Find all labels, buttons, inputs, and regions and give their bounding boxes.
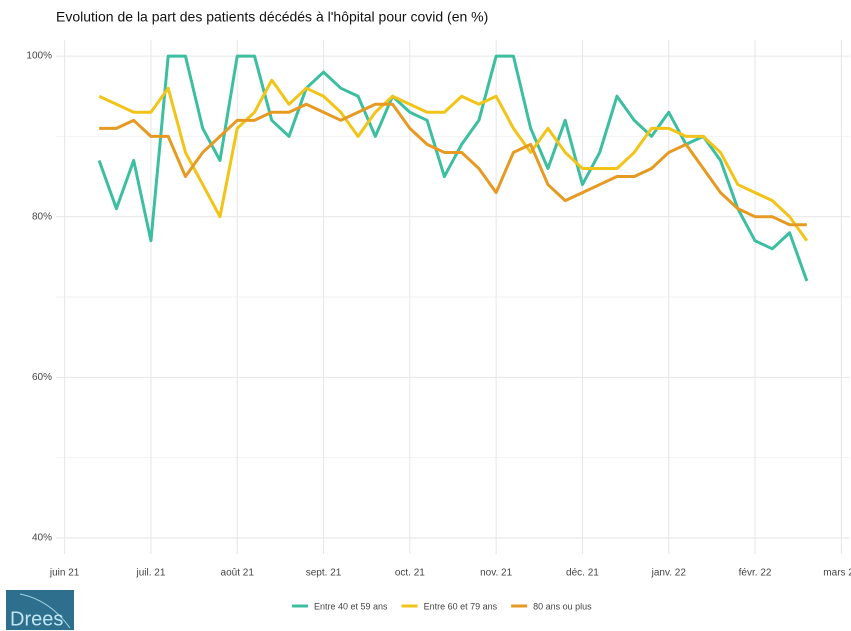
x-tick-label: sept. 21 [306, 568, 342, 579]
logo-box [6, 590, 74, 630]
x-tick-label: juil. 21 [135, 568, 165, 579]
x-tick-label: déc. 21 [566, 568, 599, 579]
line [99, 102, 807, 227]
logo-swoosh [19, 593, 71, 629]
x-tick-label: janv. 22 [651, 568, 687, 579]
x-tick-label: mars 22 [823, 568, 851, 579]
y-tick-label: 60% [32, 372, 52, 383]
x-tick-label: août 21 [221, 568, 255, 579]
y-tick-label: 100% [26, 51, 52, 62]
legend-label: 80 ans ou plus [533, 601, 592, 611]
logo-text: Drees [10, 608, 63, 630]
y-tick-label: 80% [32, 211, 52, 222]
x-tick-label: oct. 21 [395, 568, 425, 579]
legend-label: Entre 40 et 59 ans [314, 601, 388, 611]
chart-title: Evolution de la part des patients décédé… [56, 9, 488, 25]
y-tick-label: 40% [32, 533, 52, 544]
legend-label: Entre 60 et 79 ans [424, 601, 498, 611]
line [98, 78, 809, 242]
x-tick-label: nov. 21 [480, 568, 512, 579]
x-tick-label: juin 21 [49, 568, 80, 579]
line [97, 54, 809, 282]
x-tick-label: févr. 22 [739, 568, 772, 579]
